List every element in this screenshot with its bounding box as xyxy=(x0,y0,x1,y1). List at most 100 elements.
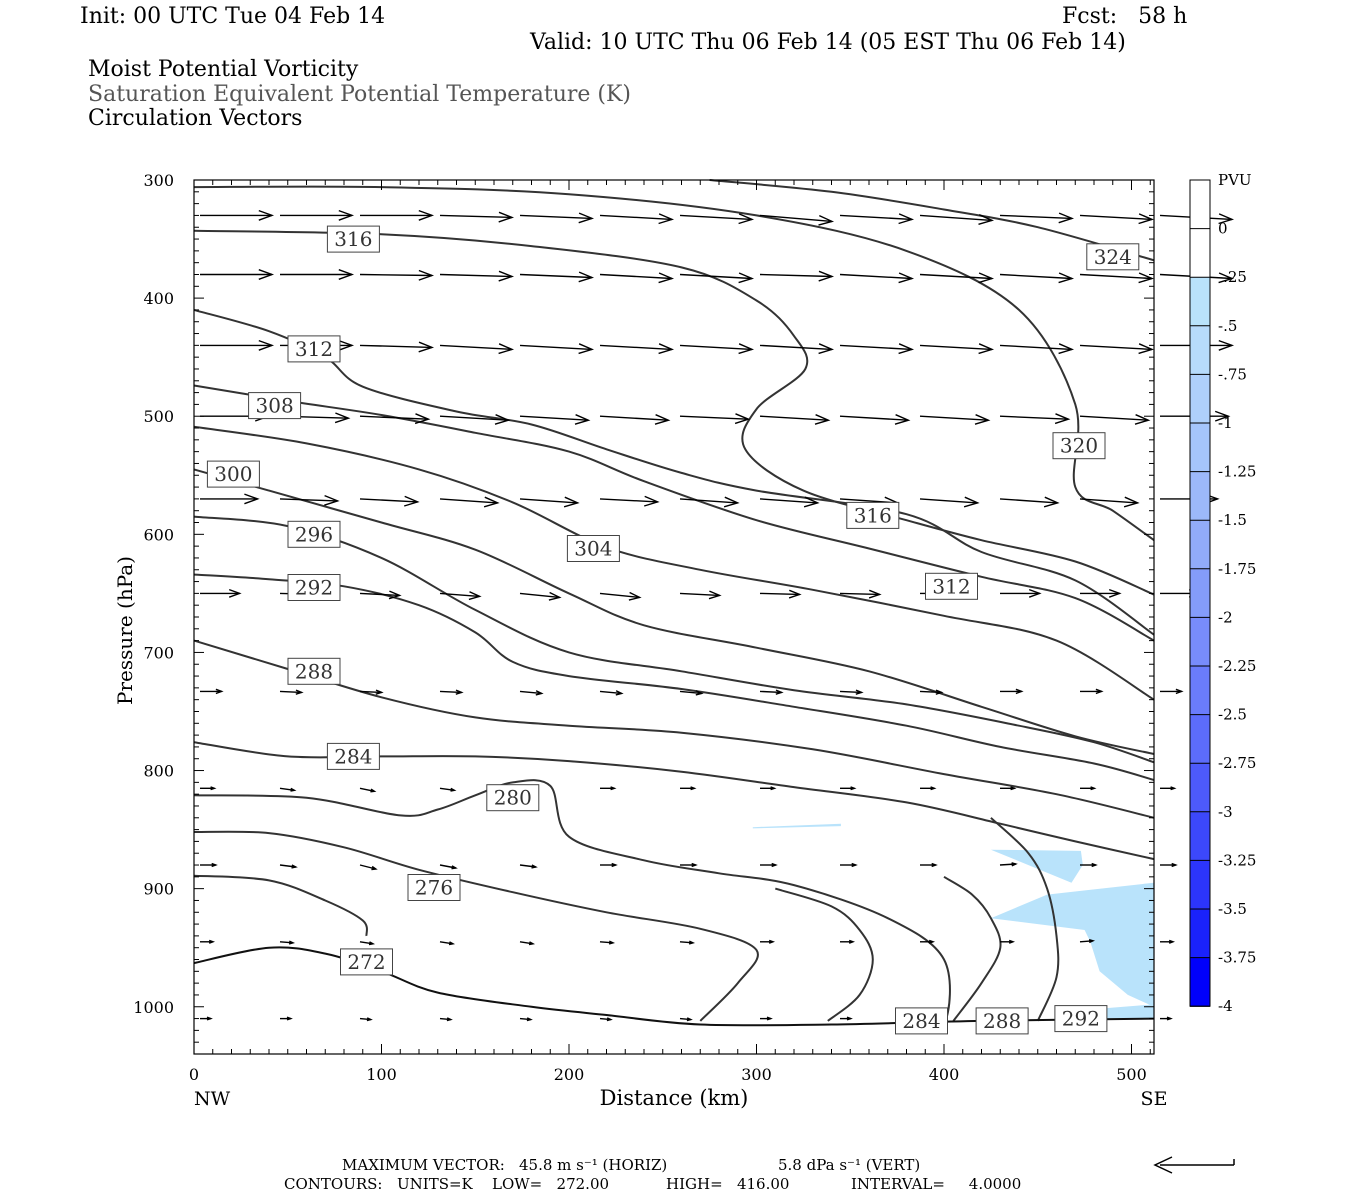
contour-label: 300 xyxy=(206,460,260,488)
vector-head xyxy=(206,1016,213,1021)
contour-label-box xyxy=(1086,243,1140,271)
circulation-vector xyxy=(1079,213,1155,225)
vector-head xyxy=(535,690,544,696)
circulation-vector xyxy=(359,495,420,507)
contour-label-text: 272 xyxy=(347,950,385,974)
circulation-vector xyxy=(519,591,562,601)
circulation-vector xyxy=(1160,688,1184,695)
circulation-vector xyxy=(920,939,936,944)
circulation-vector xyxy=(759,589,802,599)
vector-shaft xyxy=(519,214,593,220)
contour-label-text: 284 xyxy=(334,744,372,768)
vector-shaft xyxy=(359,690,382,694)
vector-head xyxy=(775,689,784,695)
circulation-vector xyxy=(200,493,260,505)
vector-head xyxy=(708,590,722,600)
contour-label: 312 xyxy=(925,572,978,600)
vector-shaft xyxy=(839,415,909,421)
circulation-vector xyxy=(599,272,675,284)
circulation-vector xyxy=(999,212,1075,224)
vector-head xyxy=(290,787,297,792)
reference-vector xyxy=(1153,1156,1235,1174)
circulation-vector xyxy=(519,414,591,425)
vector-shaft xyxy=(359,864,376,870)
mpv-region-2 xyxy=(990,882,1154,1007)
vector-head xyxy=(688,940,696,945)
vector-head xyxy=(1166,1016,1173,1021)
contours-interval: INTERVAL= 4.0000 xyxy=(851,1175,1022,1193)
circulation-vector xyxy=(200,1016,213,1021)
contour-label: 312 xyxy=(287,335,341,363)
circulation-vector xyxy=(200,786,217,791)
vector-head xyxy=(1123,496,1140,508)
vector-head xyxy=(850,786,857,791)
vector-shaft xyxy=(359,273,433,277)
circulation-vector xyxy=(839,589,882,599)
vector-shaft xyxy=(599,415,669,421)
circulation-vector xyxy=(679,413,751,425)
vector-shaft xyxy=(1079,344,1153,351)
vector-head xyxy=(526,1017,533,1022)
circulation-vector xyxy=(599,690,624,696)
circulation-vector xyxy=(679,272,755,284)
circulation-vector xyxy=(439,864,458,870)
vector-shaft xyxy=(599,344,673,351)
contour-label-text: 284 xyxy=(902,1009,940,1033)
contour-labels: 316 324 312 308 300 320 316 296 304 292 312 288 284 2… xyxy=(206,225,1140,1035)
contour-label: 304 xyxy=(566,535,620,562)
vector-shaft xyxy=(519,415,589,421)
contour-label: 292 xyxy=(1054,1005,1108,1033)
colorbar-units: PVU xyxy=(1218,171,1252,189)
circulation-vector xyxy=(839,213,915,225)
vector-shaft xyxy=(679,941,694,944)
vector-head xyxy=(803,496,820,508)
vector-head xyxy=(978,343,995,355)
vector-head xyxy=(258,269,275,280)
circulation-vector xyxy=(359,1017,373,1022)
circulation-vector xyxy=(1080,786,1097,791)
x-tick-label: 200 xyxy=(554,1065,585,1084)
circulation-vector xyxy=(679,1017,693,1022)
vector-head xyxy=(848,939,856,944)
vector-head xyxy=(286,1016,293,1021)
vector-head xyxy=(531,864,538,869)
vector-head xyxy=(628,591,642,601)
contour-label-box xyxy=(248,392,302,420)
vector-shaft xyxy=(999,863,1016,866)
circulation-vector xyxy=(1080,862,1098,868)
circulation-vector xyxy=(519,271,595,283)
vector-shaft xyxy=(1079,415,1149,421)
circulation-vector xyxy=(920,862,938,868)
contour-label: 272 xyxy=(340,948,393,976)
vector-head xyxy=(418,341,435,353)
circulation-vector xyxy=(840,862,858,868)
vector-head xyxy=(963,496,980,508)
vector-shaft xyxy=(759,415,829,421)
circulation-vector xyxy=(840,786,857,791)
circulation-vector xyxy=(279,864,298,869)
circulation-vector xyxy=(360,209,435,221)
colorbar-label: -2.5 xyxy=(1218,706,1247,724)
vector-head xyxy=(818,270,835,282)
vector-shaft xyxy=(759,592,800,596)
vector-shaft xyxy=(679,273,753,280)
contour-label-text: 320 xyxy=(1060,434,1098,458)
vector-head xyxy=(368,941,376,946)
vector-head xyxy=(1108,588,1122,598)
theta-e-contour-292-8 xyxy=(193,573,1155,781)
circulation-vector xyxy=(599,414,671,425)
y-tick-label: 300 xyxy=(143,171,174,190)
vector-head xyxy=(414,413,431,425)
circulation-vector xyxy=(359,787,377,793)
circulation-vector xyxy=(280,269,355,280)
circulation-vector xyxy=(359,341,435,353)
vector-head xyxy=(610,786,617,791)
circulation-vector xyxy=(679,590,722,600)
circulation-vector xyxy=(519,1017,533,1022)
contour-label-box xyxy=(287,657,341,685)
vector-head xyxy=(334,412,351,424)
vector-head xyxy=(935,689,944,695)
vector-shaft xyxy=(679,415,749,420)
circulation-vector xyxy=(839,343,915,355)
circulation-vector xyxy=(519,690,544,696)
